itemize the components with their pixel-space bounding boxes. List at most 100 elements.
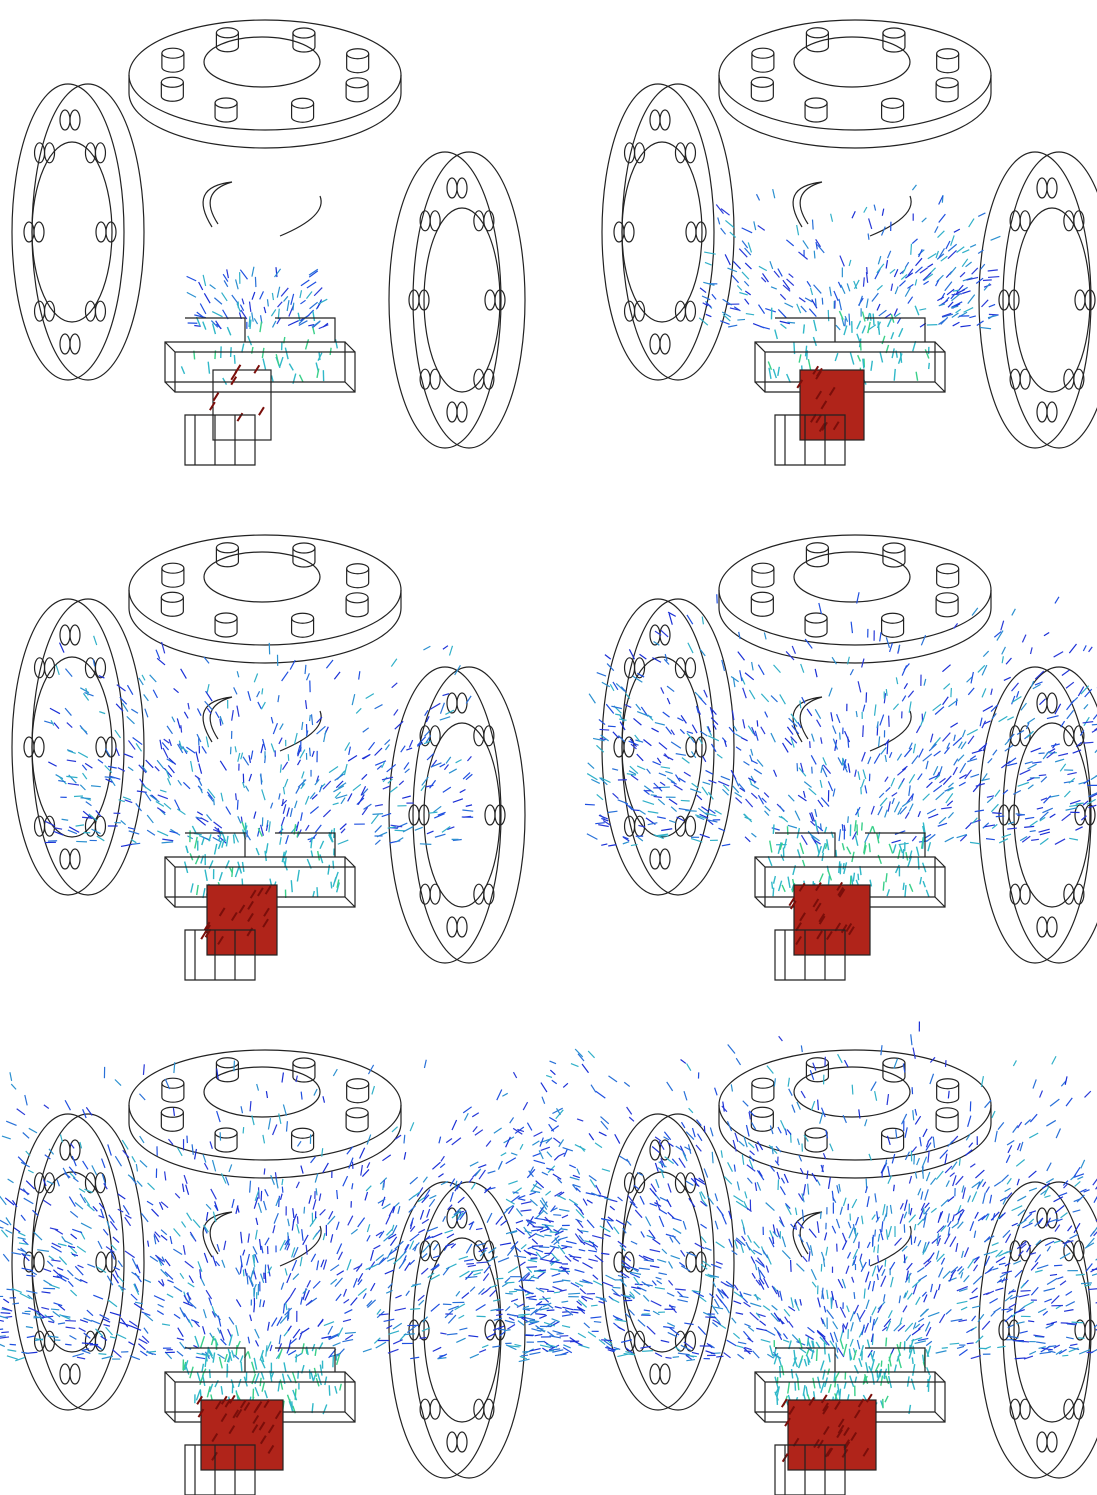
flow-vector (623, 1295, 636, 1298)
flow-vector (169, 830, 178, 834)
flow-vector (742, 687, 747, 699)
flow-vector (705, 313, 712, 318)
flow-vector (271, 292, 275, 301)
flow-vector (330, 1234, 334, 1243)
bolt (419, 1240, 441, 1262)
flow-vector (221, 838, 225, 848)
flow-vector (267, 1321, 270, 1331)
flow-vector (719, 1298, 728, 1309)
bolt (623, 300, 646, 322)
flow-vector (160, 1229, 168, 1236)
flange (978, 666, 1092, 964)
flow-vector (820, 1107, 826, 1118)
flow-vector (53, 1269, 63, 1279)
flow-vector (210, 1335, 215, 1346)
flow-vector (1001, 833, 1012, 838)
flow-vector (799, 912, 806, 922)
flow-vector (767, 855, 773, 867)
flow-vector (254, 1328, 260, 1339)
flow-vector (133, 1283, 140, 1295)
flow-vector (337, 1251, 343, 1261)
flow-vector (766, 1065, 774, 1074)
flow-vector (624, 1312, 631, 1319)
bolt (84, 657, 107, 679)
flow-vector (938, 816, 947, 825)
flow-vector (166, 725, 173, 735)
flow-vector (940, 316, 949, 325)
flow-vector (851, 1259, 855, 1267)
flow-vector (213, 798, 215, 806)
flow-vector (282, 1303, 286, 1314)
flow-vector (345, 1334, 354, 1341)
flow-vector (6, 1288, 14, 1291)
bolt (214, 97, 238, 123)
flow-vector (565, 1240, 577, 1245)
flow-vector (1057, 1192, 1068, 1197)
flow-vector (166, 1293, 174, 1298)
flow-vector (758, 1170, 763, 1177)
flow-vector (1038, 1217, 1044, 1225)
flow-vector (646, 1234, 656, 1239)
flow-vector (755, 1279, 761, 1286)
flow-vector (878, 309, 887, 317)
flow-vector (802, 324, 806, 334)
flow-vector (816, 930, 823, 940)
flow-vector (801, 859, 806, 867)
flow-vector (1026, 1244, 1032, 1253)
flow-vector (762, 273, 769, 283)
flow-vector (360, 786, 367, 796)
flow-vector (949, 266, 957, 276)
flow-vector (531, 1328, 542, 1332)
flow-vector (251, 1424, 259, 1434)
flow-vector (678, 1157, 686, 1169)
flow-vector (798, 882, 806, 892)
flow-vector (49, 1227, 59, 1231)
flow-vector (680, 715, 687, 724)
flow-vector (1088, 646, 1093, 653)
flow-vector (449, 1191, 454, 1202)
flow-vector (1061, 813, 1072, 822)
flow-vector (944, 281, 953, 292)
flow-vector (788, 717, 798, 727)
flow-vector (448, 1305, 460, 1311)
flow-vector (279, 764, 282, 773)
flow-vector (327, 1325, 334, 1335)
flow-vector (236, 412, 244, 422)
flow-vector (1080, 685, 1090, 695)
flow-vector (268, 821, 271, 833)
flow-vector (540, 1082, 548, 1093)
bolt (1063, 368, 1085, 390)
flow-vector (845, 922, 853, 933)
flow-vector (801, 696, 806, 704)
flow-vector (642, 1255, 655, 1261)
flow-vector (787, 794, 795, 802)
flow-vector (794, 1207, 798, 1216)
flow-vector (290, 825, 298, 834)
flange-bore (1013, 722, 1091, 908)
flow-vector (851, 1276, 855, 1283)
flow-vector (711, 293, 717, 300)
flow-vector (702, 1260, 711, 1268)
flow-vector (810, 1268, 817, 1281)
flow-vector (41, 1291, 51, 1294)
flow-vector (898, 844, 904, 854)
flow-vector (310, 1156, 316, 1164)
flow-vector (884, 1259, 887, 1267)
flow-vector (438, 1136, 442, 1144)
flow-vector (943, 746, 950, 755)
flow-vector (887, 1225, 892, 1238)
flow-vector (780, 854, 785, 862)
flow-vector (889, 1261, 896, 1271)
bolt (935, 592, 959, 618)
flow-vector (195, 816, 202, 820)
flow-vector (667, 1331, 678, 1338)
flow-vector (1042, 1310, 1049, 1316)
flow-vector (695, 1178, 706, 1186)
flow-vector (535, 1210, 544, 1219)
flow-vector (249, 1314, 253, 1322)
flow-vector (660, 1339, 670, 1343)
flow-vector (574, 1048, 584, 1058)
bolt-end (214, 1127, 238, 1139)
flow-vector (190, 1233, 195, 1240)
flow-vector (258, 1421, 266, 1431)
